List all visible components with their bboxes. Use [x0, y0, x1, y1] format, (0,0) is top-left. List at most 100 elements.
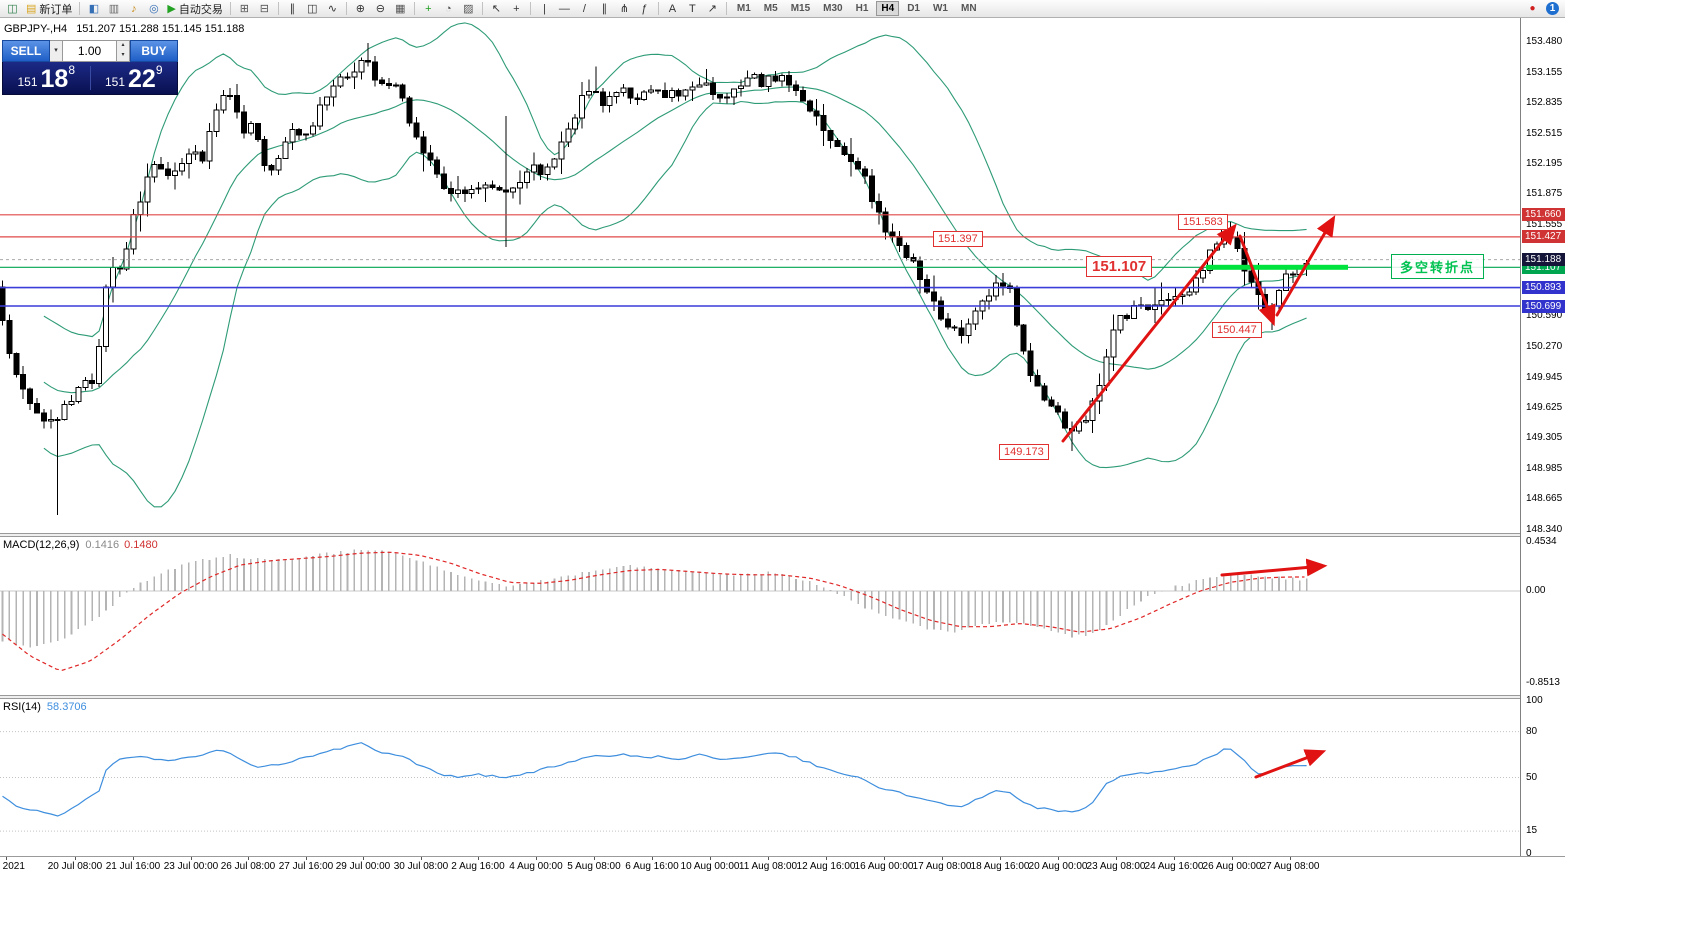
zoom-out-button[interactable]: ⊖	[371, 1, 390, 17]
volume-spinner[interactable]: ▴ ▾	[117, 40, 130, 62]
panel-separator[interactable]	[0, 533, 1565, 537]
rsi-tick: 80	[1526, 726, 1538, 737]
sell-button[interactable]: SELL	[2, 40, 50, 62]
timeframe-h4-button[interactable]: H4	[876, 1, 900, 16]
price-tick: 149.625	[1526, 402, 1563, 413]
buy-button[interactable]: BUY	[130, 40, 178, 62]
indicators-button[interactable]: +	[419, 1, 438, 17]
price-tick: 150.270	[1526, 341, 1563, 352]
text-button[interactable]: A	[663, 1, 682, 17]
timeframe-m15-button[interactable]: M15	[790, 3, 811, 14]
spinner-down-icon[interactable]: ▾	[121, 52, 125, 58]
notifications-button[interactable]: 1	[1543, 1, 1562, 17]
time-tick-mark	[6, 857, 7, 860]
timeframe-w1-button[interactable]: W1	[932, 3, 948, 14]
panel-separator[interactable]	[0, 695, 1565, 699]
macd-name: MACD(12,26,9)	[3, 539, 80, 551]
crosshair-button[interactable]: +	[507, 1, 526, 17]
cursor-button[interactable]: ↖	[487, 1, 506, 17]
trend-arrow[interactable]	[1061, 223, 1237, 443]
macd-value-main: 0.1416	[85, 539, 120, 551]
new-chart-button[interactable]: ◫	[3, 1, 22, 17]
cascade-windows-button[interactable]: ⊟	[255, 1, 274, 17]
macd-signal-line	[2, 551, 1305, 671]
spinner-up-icon[interactable]: ▴	[121, 42, 125, 48]
volume-dropdown-icon[interactable]: ▾	[50, 40, 63, 62]
timeframe-m30-button[interactable]: M30	[823, 3, 843, 14]
auto-trading-button[interactable]: ▶ 自动交易	[164, 1, 225, 17]
trend-arrow[interactable]	[1254, 749, 1327, 779]
tile-windows-icon: ⊞	[239, 2, 249, 15]
bid-price[interactable]: 151 18 8	[3, 62, 90, 94]
macd-histogram	[1, 549, 1308, 648]
timeframe-d1-button[interactable]: D1	[907, 3, 920, 14]
rsi-tick: 15	[1526, 825, 1538, 836]
info-button[interactable]: ◎	[144, 1, 163, 17]
time-tick: 24 Aug 16:00	[1144, 861, 1204, 872]
zoom-in-button[interactable]: ⊕	[351, 1, 370, 17]
channel-button[interactable]: ∥	[595, 1, 614, 17]
grid-button[interactable]: ▦	[391, 1, 410, 17]
price-chart[interactable]	[0, 18, 1520, 533]
data-window-button[interactable]: ▥	[104, 1, 123, 17]
price-divider	[89, 66, 91, 90]
timeframe-m5-button[interactable]: M5	[763, 3, 778, 14]
pitchfork-icon: ⋔	[619, 2, 629, 15]
price-axis[interactable]: 153.480 153.155 152.835 152.515 152.195 151.8…	[1520, 18, 1565, 859]
time-tick: 23 Jul 00:00	[163, 861, 219, 872]
alerts-button[interactable]: ♪	[124, 1, 143, 17]
zoom-out-icon: ⊖	[375, 2, 385, 15]
fibonacci-button[interactable]: ƒ	[635, 1, 654, 17]
templates-icon: ▨	[463, 2, 474, 15]
line-chart-button[interactable]: ∿	[323, 1, 342, 17]
rsi-panel[interactable]	[0, 699, 1520, 856]
price-tick: 150.590	[1526, 310, 1563, 321]
timeframe-m1-button[interactable]: M1	[736, 3, 751, 14]
arrows-tool-icon: ↗	[707, 2, 717, 15]
vertical-line-button[interactable]: |	[535, 1, 554, 17]
candlestick-chart-button[interactable]: ◫	[303, 1, 322, 17]
text-icon: A	[668, 2, 677, 15]
price-tick: 148.985	[1526, 463, 1563, 474]
ask-main-digits: 22	[128, 65, 156, 93]
time-tick-mark	[75, 857, 76, 860]
text-label-icon: T	[689, 2, 696, 15]
trendline-button[interactable]: /	[575, 1, 594, 17]
record-button[interactable]: ●	[1523, 1, 1542, 17]
trend-arrow[interactable]	[1220, 558, 1328, 577]
tile-windows-button[interactable]: ⊞	[235, 1, 254, 17]
new-order-icon: ▤	[26, 2, 37, 15]
rsi-label: RSI(14) 58.3706	[3, 701, 87, 713]
notifications-icon: 1	[1546, 2, 1559, 15]
periods-button[interactable]: ◔	[439, 1, 458, 17]
pitchfork-button[interactable]: ⋔	[615, 1, 634, 17]
horizontal-line-button[interactable]: —	[555, 1, 574, 17]
macd-tick: 0.4534	[1526, 536, 1557, 547]
trend-arrow[interactable]	[1238, 234, 1276, 327]
timeframe-h1-button[interactable]: H1	[855, 3, 869, 14]
candlestick-series	[0, 43, 1310, 515]
toolbar-separator	[277, 2, 279, 15]
text-label-button[interactable]: T	[683, 1, 702, 17]
macd-panel[interactable]	[0, 537, 1520, 695]
trend-arrow[interactable]	[1275, 215, 1336, 317]
arrows-tool-button[interactable]: ↗	[703, 1, 722, 17]
zoom-in-icon: ⊕	[355, 2, 365, 15]
rsi-value: 58.3706	[46, 701, 87, 713]
volume-input[interactable]	[63, 40, 117, 62]
time-tick-mark	[306, 857, 307, 860]
pivot-highlight-segment[interactable]	[1206, 264, 1348, 270]
templates-button[interactable]: ▨	[459, 1, 478, 17]
time-tick-mark	[133, 857, 134, 860]
bar-chart-button[interactable]: ∥	[283, 1, 302, 17]
new-order-button[interactable]: ▤ 新订单	[23, 1, 75, 17]
time-tick-mark	[248, 857, 249, 860]
timeframe-mn-button[interactable]: MN	[960, 3, 977, 14]
ask-price[interactable]: 151 22 9	[91, 62, 178, 94]
price-tag: 150.893	[1522, 281, 1565, 294]
candlestick-chart-icon: ◫	[307, 2, 318, 15]
market-watch-button[interactable]: ◧	[84, 1, 103, 17]
macd-tick: 0.00	[1526, 585, 1546, 596]
